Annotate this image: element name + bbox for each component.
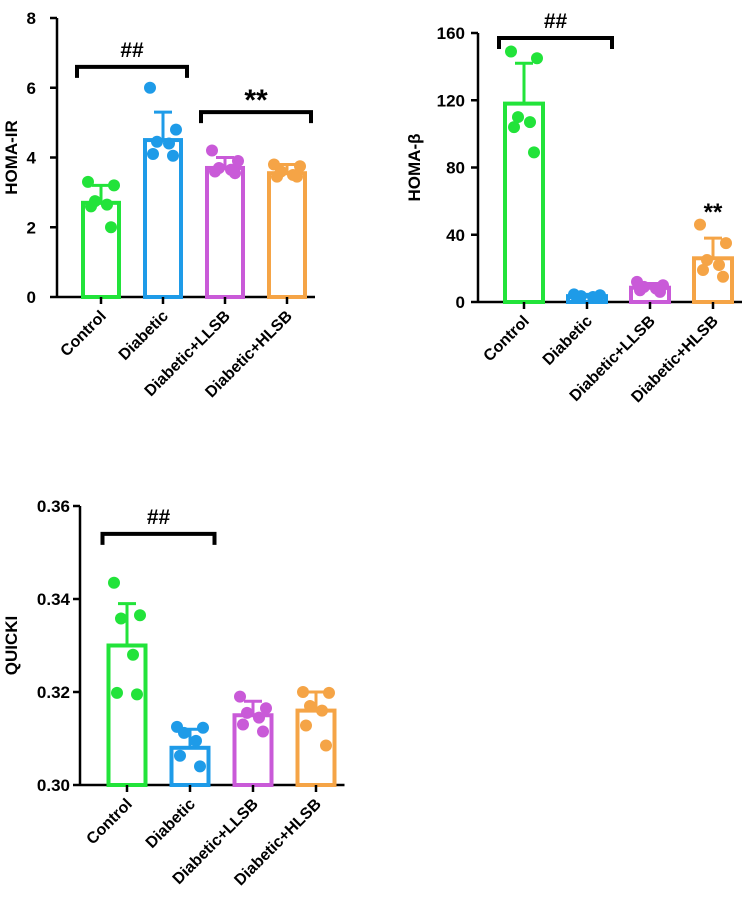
quicki-xtick-label: Diabetic (143, 796, 199, 852)
homa-ir-ytick-label: 0 (27, 288, 36, 307)
quicki-data-point (323, 686, 335, 699)
homa-beta-data-point (717, 270, 729, 283)
quicki-data-point (300, 719, 312, 732)
homa-beta-data-point (701, 253, 713, 266)
quicki-data-point (115, 612, 127, 625)
quicki-data-point (111, 686, 123, 699)
homa-ir-data-point (170, 123, 182, 136)
quicki-sig-label: ## (147, 506, 171, 529)
homa-beta-ytick-label: 160 (437, 24, 465, 43)
homa-ir-data-point (294, 160, 306, 173)
homa-beta-data-point (571, 290, 583, 303)
homa-beta-data-point (654, 285, 666, 298)
quicki-data-point (197, 721, 209, 734)
quicki-data-point (108, 576, 120, 589)
quicki-xtick-label: Control (84, 796, 136, 848)
homa-ir-data-point (167, 149, 179, 162)
homa-ir-data-point (163, 137, 175, 150)
homa-ir-data-point (82, 175, 94, 188)
homa-ir-xtick-label: Diabetic (116, 308, 172, 364)
quicki-sig-bracket (100, 531, 217, 545)
homa-ir-bar-diabetic (143, 138, 183, 299)
homa-ir-data-point (291, 170, 303, 183)
quicki-data-point (127, 648, 139, 661)
homa-ir-bar-diabetic-hlsb (267, 171, 307, 300)
homa-beta-xtick-label: Control (481, 313, 533, 365)
quicki-ylabel: QUICKI (2, 616, 21, 676)
quicki-ytick-label: 0.36 (37, 497, 70, 516)
quicki-data-point (241, 706, 253, 719)
homa-beta-data-point (508, 121, 520, 134)
homa-ir-data-point (85, 200, 97, 213)
homa-ir-ytick-label: 6 (27, 79, 36, 98)
quicki-ytick-label: 0.34 (37, 590, 71, 609)
homa-ir-bar-diabetic-llsb (205, 165, 245, 299)
homa-beta-data-point (713, 259, 725, 272)
homa-beta-data-point (505, 45, 517, 58)
quicki-data-point (194, 760, 206, 773)
quicki-data-point (178, 726, 190, 739)
quicki-data-point (297, 686, 309, 698)
homa-ir-ytick-label: 4 (27, 149, 37, 168)
quicki-ytick-label: 0.30 (37, 776, 70, 795)
quicki-data-point (234, 690, 246, 703)
homa-beta-data-point (591, 291, 603, 304)
homa-ir-data-point (105, 221, 117, 234)
homa-beta-data-point (512, 111, 524, 124)
homa-ir-sig-label: ** (244, 84, 268, 117)
homa-ir-sig-bracket (199, 110, 313, 124)
homa-beta-data-point (694, 218, 706, 231)
homa-beta-sig-label: ** (704, 199, 723, 226)
homa-beta-data-point (697, 264, 709, 277)
quicki-data-point (304, 699, 316, 712)
homa-ir-ytick-label: 8 (27, 9, 36, 28)
quicki-data-point (320, 739, 332, 752)
homa-ir-xtick-label: Control (58, 308, 110, 360)
homa-beta-sig-bracket (497, 36, 614, 50)
homa-beta-ytick-label: 40 (446, 226, 465, 245)
quicki-data-point (134, 609, 146, 622)
homa-ir-sig-label: ## (120, 39, 144, 62)
quicki-data-point (257, 725, 269, 738)
homa-beta-data-point (524, 116, 536, 129)
homa-beta-ytick-label: 120 (437, 91, 465, 110)
homa-beta-ytick-label: 0 (456, 293, 465, 312)
homa-beta-xtick-label: Diabetic (540, 313, 596, 369)
homa-ir-data-point (271, 170, 283, 183)
homa-ir-data-point (108, 179, 120, 192)
homa-ir-data-point (232, 154, 244, 167)
homa-beta-bar-control (503, 101, 545, 304)
homa-ir-data-point (209, 165, 221, 178)
homa-ir-data-point (151, 135, 163, 148)
quicki-data-point (237, 718, 249, 731)
homa-beta-data-point (720, 237, 732, 250)
homa-ir-ytick-label: 2 (27, 218, 36, 237)
quicki-data-point (253, 711, 265, 724)
quicki-ytick-label: 0.32 (37, 683, 70, 702)
homa-ir-data-point (147, 148, 159, 161)
homa-ir-data-point (144, 81, 156, 94)
quicki-data-point (174, 749, 186, 762)
homa-ir-data-point (229, 167, 241, 180)
quicki-data-point (316, 704, 328, 717)
quicki-data-point (190, 734, 202, 747)
homa-ir-data-point (101, 198, 113, 211)
homa-beta-data-point (528, 146, 540, 159)
homa-ir-sig-bracket (75, 64, 189, 78)
quicki-data-point (131, 688, 143, 701)
homa-beta-data-point (531, 52, 543, 65)
homa-beta-ytick-label: 80 (446, 159, 465, 178)
homa-ir-data-point (206, 144, 218, 157)
homa-ir-bar-control (81, 200, 121, 299)
homa-beta-ylabel: HOMA-β (405, 134, 424, 202)
quicki-bar-control (106, 643, 148, 787)
homa-ir-ylabel: HOMA-IR (2, 120, 21, 195)
homa-beta-sig-label: ## (544, 10, 568, 33)
homa-beta-data-point (634, 284, 646, 297)
quicki-data-point (260, 702, 272, 715)
